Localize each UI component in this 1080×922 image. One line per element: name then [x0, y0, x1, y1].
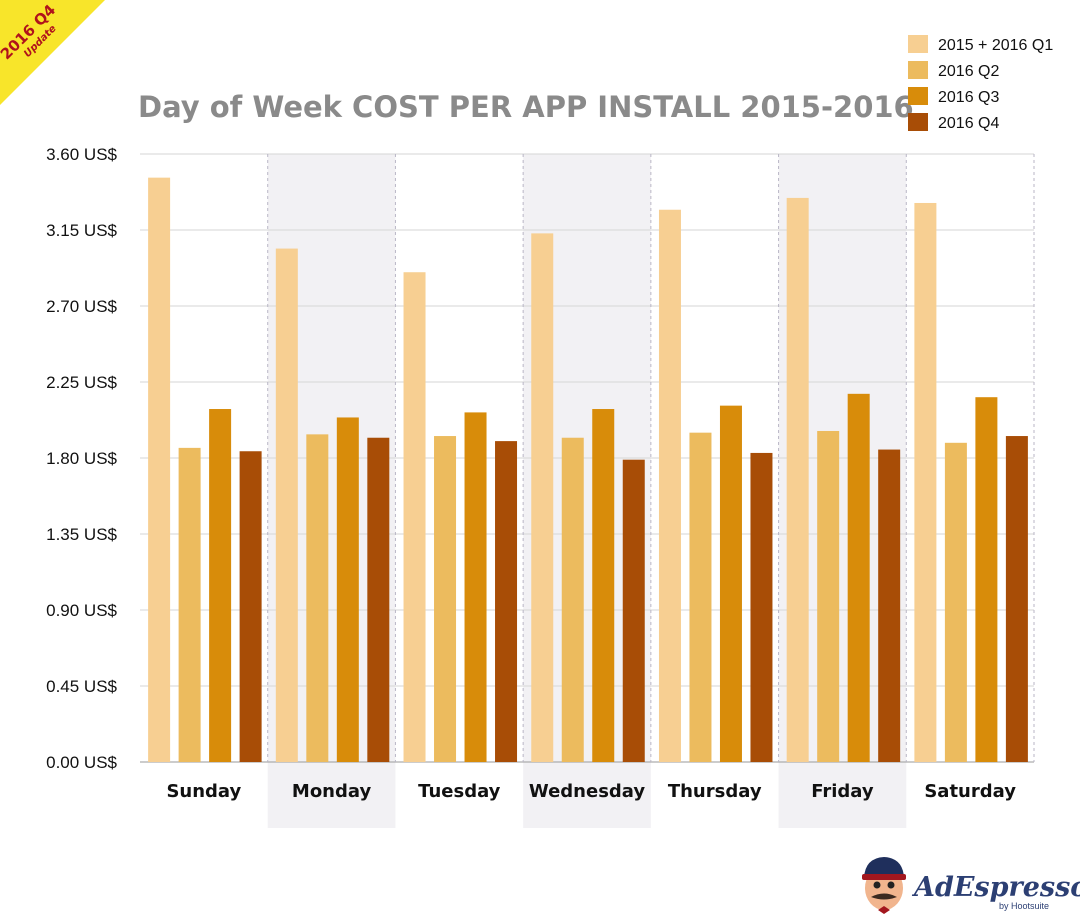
bar-thursday-series-3: [719, 405, 742, 762]
y-axis: 0.00 US$ 0.45 US$ 0.90 US$ 1.35 US$ 1.80 US$…: [46, 145, 117, 772]
legend-label: 2016 Q2: [938, 63, 999, 80]
bar-saturday-series-2: [944, 442, 967, 762]
bar-wednesday-series-1: [531, 233, 554, 762]
bar-wednesday-series-4: [622, 459, 645, 762]
adespresso-logo: AdEspresso by Hootsuite: [862, 857, 1080, 914]
legend-label: 2016 Q4: [938, 115, 999, 132]
y-tick-label: 0.00 US$: [46, 753, 117, 772]
legend-swatch: [908, 35, 928, 53]
y-tick-label: 1.35 US$: [46, 525, 117, 544]
bar-friday-series-4: [878, 449, 901, 762]
bar-monday-series-3: [336, 417, 359, 762]
x-tick-label: Monday: [292, 781, 372, 802]
bar-wednesday-series-2: [561, 437, 584, 762]
mascot-icon: [862, 857, 906, 914]
category-dividers: [267, 154, 1035, 762]
x-tick-label: Tuesday: [418, 781, 501, 802]
bar-saturday-series-1: [914, 202, 937, 762]
bar-tuesday-series-4: [495, 441, 518, 762]
bar-tuesday-series-1: [403, 272, 426, 762]
legend-swatch: [908, 61, 928, 79]
legend-swatch: [908, 87, 928, 105]
x-tick-label: Saturday: [924, 781, 1016, 802]
y-tick-label: 1.80 US$: [46, 449, 117, 468]
y-tick-label: 0.90 US$: [46, 601, 117, 620]
x-tick-label: Thursday: [668, 781, 762, 802]
legend-swatch: [908, 113, 928, 131]
y-tick-label: 2.70 US$: [46, 297, 117, 316]
bar-wednesday-series-3: [592, 409, 615, 762]
legend-label: 2016 Q3: [938, 89, 999, 106]
bar-monday-series-2: [306, 434, 329, 762]
x-tick-label: Friday: [811, 781, 874, 802]
y-tick-label: 3.15 US$: [46, 221, 117, 240]
bar-friday-series-1: [786, 197, 809, 762]
brand-name: AdEspresso: [911, 872, 1080, 903]
bar-thursday-series-1: [658, 209, 681, 762]
bars: [148, 177, 1028, 763]
bar-monday-series-1: [275, 248, 298, 763]
badge-ribbon: [0, 0, 105, 105]
bar-thursday-series-4: [750, 452, 773, 762]
x-tick-label: Sunday: [166, 781, 241, 802]
x-axis: Sunday Monday Tuesday Wednesday Thursday Frid…: [166, 781, 1016, 802]
legend-label: 2015 + 2016 Q1: [938, 37, 1053, 54]
x-tick-label: Wednesday: [529, 781, 646, 802]
bar-tuesday-series-3: [464, 412, 487, 762]
update-badge: 2016 Q4 Update: [0, 0, 105, 105]
bar-tuesday-series-2: [434, 436, 457, 762]
bar-sunday-series-3: [209, 409, 232, 762]
bar-saturday-series-4: [1005, 436, 1028, 762]
y-tick-label: 3.60 US$: [46, 145, 117, 164]
chart-title: Day of Week COST PER APP INSTALL 2015-20…: [138, 90, 914, 124]
bar-friday-series-3: [847, 393, 870, 762]
bar-saturday-series-3: [975, 397, 998, 762]
bar-friday-series-2: [817, 430, 840, 762]
legend: 2015 + 2016 Q1 2016 Q2 2016 Q3 2016 Q4: [908, 35, 1053, 132]
bar-monday-series-4: [367, 437, 390, 762]
brand-byline: by Hootsuite: [999, 901, 1049, 911]
bar-sunday-series-4: [239, 451, 262, 762]
y-tick-label: 2.25 US$: [46, 373, 117, 392]
bar-sunday-series-2: [178, 447, 201, 762]
bar-sunday-series-1: [148, 177, 171, 763]
y-tick-label: 0.45 US$: [46, 677, 117, 696]
category-shading: [267, 154, 907, 828]
bar-thursday-series-2: [689, 432, 712, 762]
